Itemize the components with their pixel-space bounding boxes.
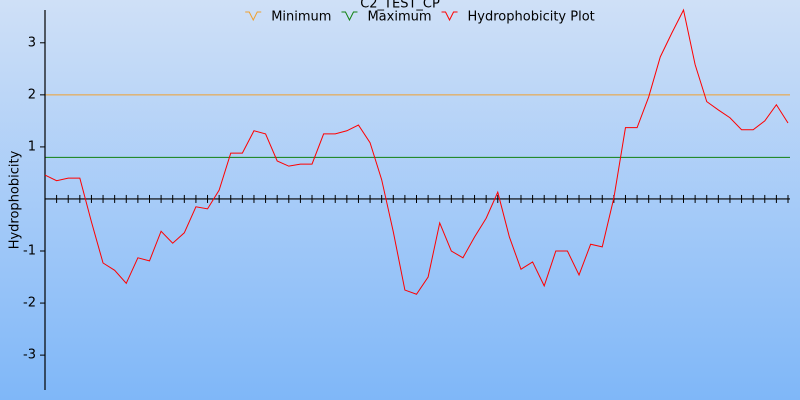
legend-label: Minimum xyxy=(271,10,331,25)
legend-label: Maximum xyxy=(367,10,431,25)
y-tick-label: 1 xyxy=(28,139,36,154)
y-tick-label: 2 xyxy=(28,87,36,102)
data-line xyxy=(44,8,789,295)
y-tick-label: -3 xyxy=(23,348,36,363)
legend-icon xyxy=(245,11,262,22)
y-tick-label: -1 xyxy=(23,244,36,259)
chart-title: C2_TEST_CP xyxy=(360,0,440,12)
legend-label: Hydrophobicity Plot xyxy=(468,10,595,25)
y-tick-label: 3 xyxy=(28,35,36,50)
y-tick-label: -2 xyxy=(23,296,36,311)
legend-icon xyxy=(341,11,358,22)
y-axis-label: Hydrophobicity xyxy=(8,150,23,249)
legend-icon xyxy=(441,11,458,22)
